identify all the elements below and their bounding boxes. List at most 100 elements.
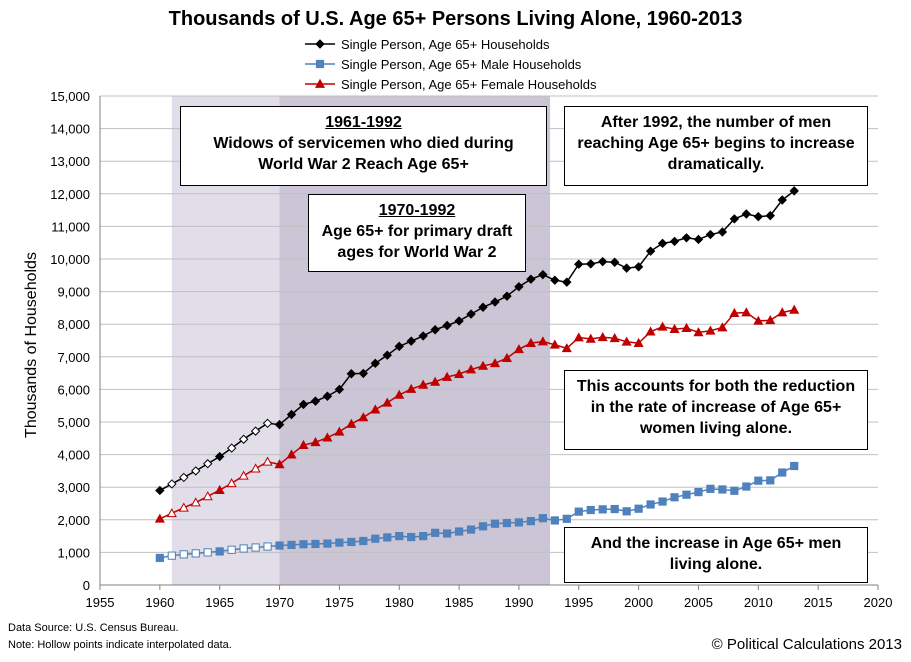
data-point [586,505,595,515]
annotation-heading: 1970-1992 [378,202,456,219]
data-point [202,491,213,501]
data-point [765,210,775,221]
x-tick-label: 1985 [445,595,474,610]
annotation-line: Age 65+ for primary draft [321,223,513,240]
data-point [489,358,501,368]
data-point [789,304,800,314]
data-point [681,233,692,243]
data-point [670,493,679,502]
y-tick-label: 7,000 [57,350,90,365]
data-point [431,528,440,537]
data-point [682,490,691,499]
data-point [658,497,667,506]
data-point [514,518,524,527]
data-point [513,344,524,354]
data-point [573,332,584,342]
data-point [718,485,727,494]
y-tick-label: 15,000 [50,89,90,104]
data-point [203,459,213,469]
data-point [730,486,739,495]
data-point [633,337,644,347]
data-point [465,364,477,374]
annotation-line: World War 2 Reach Age 65+ [258,156,469,173]
data-point [525,337,536,347]
data-point [549,339,560,349]
data-point [334,426,345,436]
data-point [502,291,512,301]
data-point [370,358,380,369]
data-point [514,282,524,292]
data-point [561,343,572,353]
data-point [657,321,668,331]
x-tick-label: 1990 [504,595,533,610]
data-point [454,527,464,536]
data-point [274,419,285,430]
data-point [621,263,632,273]
x-tick-label: 2005 [684,595,713,610]
data-point [609,332,620,343]
annotation-line: dramatically. [667,156,765,173]
data-point [790,461,799,471]
data-point [286,449,297,459]
data-point [179,472,189,483]
data-point [155,553,164,563]
data-point [754,476,763,485]
annotation-line: living alone. [669,556,763,573]
data-point [502,518,512,528]
data-point [681,322,692,332]
data-point [358,368,369,379]
data-point [322,432,333,442]
data-point [729,307,740,317]
legend-marker [315,39,325,49]
data-point [226,478,237,488]
data-point [334,384,345,395]
data-point [645,326,656,336]
data-point [598,505,607,514]
data-point [490,519,500,528]
data-point [742,482,751,491]
data-point [215,547,224,556]
data-point [167,479,177,489]
copyright: © Political Calculations 2013 [711,636,902,653]
data-point [311,539,320,549]
data-point [346,369,357,379]
legend-label: Single Person, Age 65+ Male Households [341,57,582,72]
x-tick-label: 1960 [145,595,174,610]
y-tick-label: 6,000 [57,382,90,397]
data-point [657,238,668,249]
data-point [394,341,404,352]
data-point [538,269,548,280]
y-tick-label: 14,000 [50,122,90,137]
legend-label: Single Person, Age 65+ Households [341,37,550,52]
y-tick-label: 9,000 [57,285,90,300]
data-point [669,236,680,247]
data-point [454,316,464,326]
data-point [729,214,740,224]
data-point [287,540,296,550]
x-tick-label: 1955 [86,595,115,610]
data-point [406,383,417,393]
y-tick-label: 4,000 [57,448,90,463]
x-tick-label: 1975 [325,595,354,610]
data-point [753,211,764,222]
x-tick-label: 2020 [864,595,893,610]
data-point [526,274,536,284]
data-point [789,186,799,196]
data-point [454,368,465,378]
data-point [501,352,513,362]
legend-marker [315,59,325,69]
data-point [741,307,752,317]
data-point [191,549,200,558]
x-tick-label: 1995 [564,595,593,610]
data-point [382,350,392,360]
data-point [633,262,644,272]
data-point [383,533,392,542]
data-point [622,507,631,516]
x-tick-label: 1970 [265,595,294,610]
data-point [574,259,584,269]
data-point [610,504,619,514]
y-tick-label: 13,000 [50,154,90,169]
chart-title: Thousands of U.S. Age 65+ Persons Living… [168,8,743,30]
data-point [335,538,344,547]
data-point [717,322,728,332]
